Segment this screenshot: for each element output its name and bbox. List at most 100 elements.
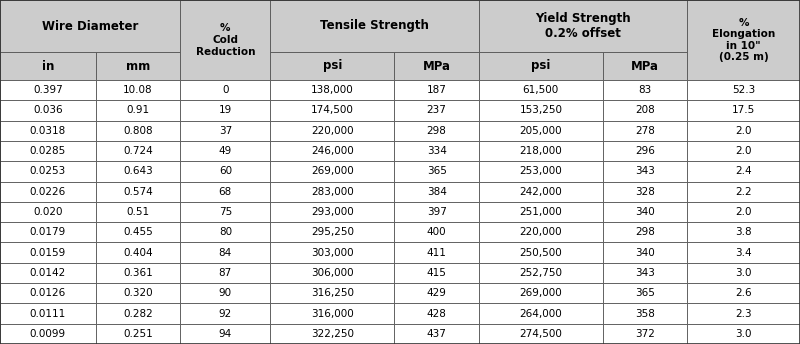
- Text: 220,000: 220,000: [519, 227, 562, 237]
- Text: 3.0: 3.0: [735, 329, 752, 339]
- Bar: [687, 161, 800, 182]
- Text: 80: 80: [218, 227, 232, 237]
- Bar: [479, 182, 603, 202]
- Bar: [687, 121, 800, 141]
- Bar: [479, 303, 603, 324]
- Text: 246,000: 246,000: [311, 146, 354, 156]
- Text: 253,000: 253,000: [519, 166, 562, 176]
- Text: 0.361: 0.361: [123, 268, 153, 278]
- Bar: [0, 263, 96, 283]
- Bar: [687, 100, 800, 121]
- Bar: [394, 324, 479, 344]
- Text: 0.0159: 0.0159: [30, 248, 66, 258]
- Text: 83: 83: [638, 85, 652, 95]
- Text: 0.251: 0.251: [123, 329, 153, 339]
- Bar: [0, 0, 180, 52]
- Bar: [479, 121, 603, 141]
- Bar: [479, 0, 687, 52]
- Text: 295,250: 295,250: [311, 227, 354, 237]
- Text: 340: 340: [635, 207, 655, 217]
- Bar: [394, 161, 479, 182]
- Text: 400: 400: [427, 227, 446, 237]
- Bar: [270, 202, 394, 222]
- Text: 92: 92: [218, 309, 232, 319]
- Bar: [394, 80, 479, 100]
- Bar: [394, 141, 479, 161]
- Text: 0.0285: 0.0285: [30, 146, 66, 156]
- Text: 343: 343: [635, 166, 655, 176]
- Text: 384: 384: [426, 187, 446, 197]
- Text: 298: 298: [635, 227, 655, 237]
- Text: 293,000: 293,000: [311, 207, 354, 217]
- Text: 0.0099: 0.0099: [30, 329, 66, 339]
- Text: 2.0: 2.0: [735, 146, 752, 156]
- Bar: [180, 182, 270, 202]
- Text: %
Elongation
in 10"
(0.25 m): % Elongation in 10" (0.25 m): [712, 18, 775, 62]
- Bar: [0, 121, 96, 141]
- Bar: [96, 161, 180, 182]
- Bar: [270, 324, 394, 344]
- Text: 252,750: 252,750: [519, 268, 562, 278]
- Bar: [603, 121, 687, 141]
- Bar: [479, 100, 603, 121]
- Text: 0.724: 0.724: [123, 146, 153, 156]
- Bar: [687, 202, 800, 222]
- Text: Yield Strength
0.2% offset: Yield Strength 0.2% offset: [535, 12, 631, 40]
- Bar: [96, 263, 180, 283]
- Text: MPa: MPa: [422, 60, 450, 73]
- Bar: [479, 263, 603, 283]
- Bar: [603, 324, 687, 344]
- Text: 0.574: 0.574: [123, 187, 153, 197]
- Bar: [603, 182, 687, 202]
- Bar: [180, 324, 270, 344]
- Text: 2.0: 2.0: [735, 207, 752, 217]
- Text: 0: 0: [222, 85, 229, 95]
- Text: 0.397: 0.397: [33, 85, 62, 95]
- Bar: [270, 222, 394, 243]
- Text: 0.0126: 0.0126: [30, 288, 66, 298]
- Bar: [180, 303, 270, 324]
- Bar: [270, 80, 394, 100]
- Bar: [394, 243, 479, 263]
- Bar: [687, 263, 800, 283]
- Text: 0.0226: 0.0226: [30, 187, 66, 197]
- Bar: [394, 202, 479, 222]
- Bar: [270, 243, 394, 263]
- Text: Tensile Strength: Tensile Strength: [320, 20, 429, 32]
- Bar: [180, 0, 270, 80]
- Bar: [0, 161, 96, 182]
- Bar: [687, 222, 800, 243]
- Text: 334: 334: [426, 146, 446, 156]
- Text: 269,000: 269,000: [519, 288, 562, 298]
- Bar: [96, 121, 180, 141]
- Text: 365: 365: [635, 288, 655, 298]
- Bar: [96, 100, 180, 121]
- Text: 0.282: 0.282: [123, 309, 153, 319]
- Bar: [0, 52, 96, 80]
- Text: 250,500: 250,500: [519, 248, 562, 258]
- Bar: [180, 263, 270, 283]
- Text: 0.036: 0.036: [33, 106, 62, 116]
- Text: 2.6: 2.6: [735, 288, 752, 298]
- Text: 2.0: 2.0: [735, 126, 752, 136]
- Bar: [394, 303, 479, 324]
- Text: 153,250: 153,250: [519, 106, 562, 116]
- Bar: [0, 182, 96, 202]
- Text: 283,000: 283,000: [311, 187, 354, 197]
- Text: 0.0179: 0.0179: [30, 227, 66, 237]
- Bar: [687, 182, 800, 202]
- Bar: [603, 283, 687, 303]
- Text: 278: 278: [635, 126, 655, 136]
- Bar: [270, 100, 394, 121]
- Bar: [687, 80, 800, 100]
- Bar: [479, 141, 603, 161]
- Bar: [687, 141, 800, 161]
- Bar: [603, 141, 687, 161]
- Bar: [96, 303, 180, 324]
- Bar: [603, 100, 687, 121]
- Text: 428: 428: [426, 309, 446, 319]
- Text: 94: 94: [218, 329, 232, 339]
- Text: 10.08: 10.08: [123, 85, 153, 95]
- Text: 411: 411: [426, 248, 446, 258]
- Text: 49: 49: [218, 146, 232, 156]
